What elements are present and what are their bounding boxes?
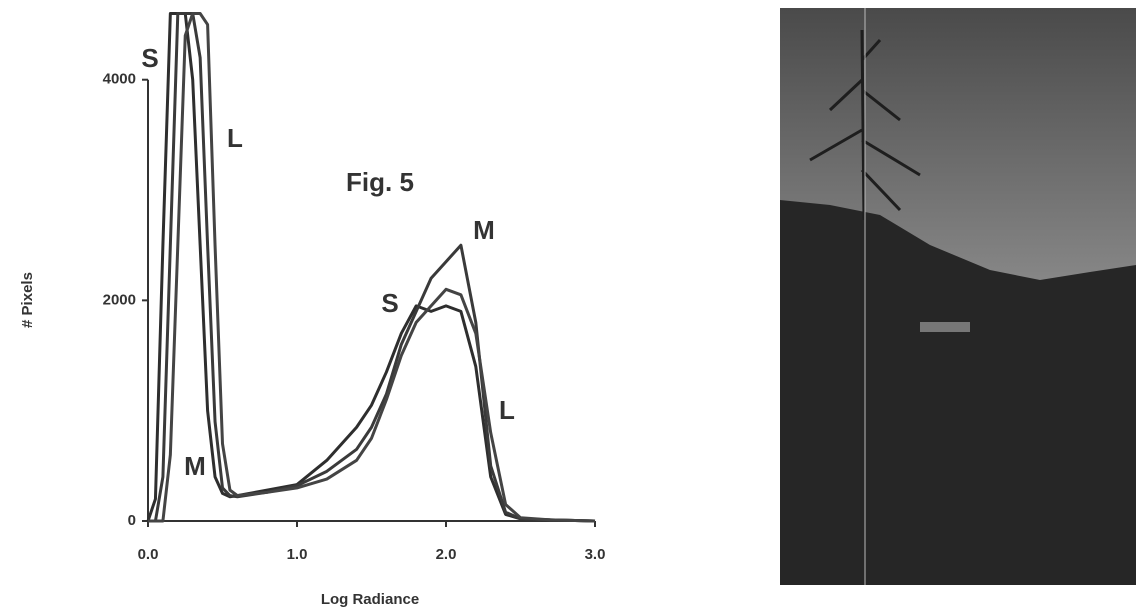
x-tick-label: 2.0 [436, 546, 457, 563]
series-label: S [381, 288, 398, 318]
y-tick-label: 2000 [103, 291, 136, 308]
figure-label: Fig. 5 [346, 167, 414, 197]
series-label: L [499, 395, 515, 425]
x-axis-label: Log Radiance [321, 591, 419, 608]
y-axis-label: # Pixels [19, 272, 36, 328]
series-label: M [473, 215, 495, 245]
series-label: L [227, 123, 243, 153]
photo [780, 8, 1136, 585]
y-tick-label: 4000 [103, 71, 136, 88]
x-tick-label: 3.0 [585, 546, 606, 563]
x-tick-label: 1.0 [287, 546, 308, 563]
y-tick-label: 0 [128, 512, 136, 529]
series-label: M [184, 451, 206, 481]
x-tick-label: 0.0 [138, 546, 159, 563]
series-line [148, 12, 596, 523]
series-label: S [141, 43, 158, 73]
